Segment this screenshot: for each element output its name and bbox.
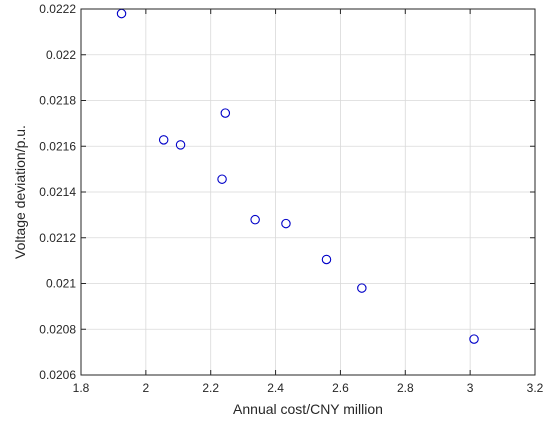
y-axis-title: Voltage deviation/p.u. [12, 125, 28, 259]
y-tick-labels: 0.0206 0.0208 0.021 0.0212 0.0214 0.0216 0.021… [39, 2, 76, 382]
y-tick-label: 0.021 [46, 277, 76, 291]
data-point [175, 140, 186, 150]
data-point [281, 218, 291, 229]
y-tick-label: 0.0214 [39, 185, 76, 199]
x-tick-label: 3.2 [527, 381, 544, 395]
data-point [220, 108, 231, 118]
data-point [116, 8, 127, 19]
y-tick-label: 0.0216 [39, 139, 76, 153]
data-point [158, 135, 169, 145]
y-tick-label: 0.0208 [39, 322, 76, 336]
x-tick-labels: 1.8 2 2.2 2.4 2.6 2.8 3 3.2 [73, 381, 544, 395]
data-point [357, 283, 367, 293]
data-points [116, 8, 479, 344]
data-point [250, 214, 260, 225]
grid-lines [80, 8, 536, 376]
x-tick-label: 2 [143, 381, 150, 395]
x-tick-label: 2.8 [397, 381, 414, 395]
x-tick-label: 2.2 [202, 381, 219, 395]
data-point [217, 174, 227, 184]
data-point [321, 254, 332, 265]
y-tick-label: 0.0206 [39, 368, 76, 382]
data-point [469, 334, 479, 344]
y-tick-label: 0.0218 [39, 94, 76, 108]
x-tick-label: 1.8 [73, 381, 90, 395]
y-tick-label: 0.022 [46, 48, 76, 62]
y-tick-label: 0.0212 [39, 231, 76, 245]
y-tick-label: 0.0222 [39, 2, 76, 16]
x-tick-label: 3 [467, 381, 474, 395]
x-tick-label: 2.4 [267, 381, 284, 395]
x-axis-title: Annual cost/CNY million [233, 401, 383, 417]
axis-ticks [80, 8, 536, 376]
x-tick-label: 2.6 [332, 381, 349, 395]
